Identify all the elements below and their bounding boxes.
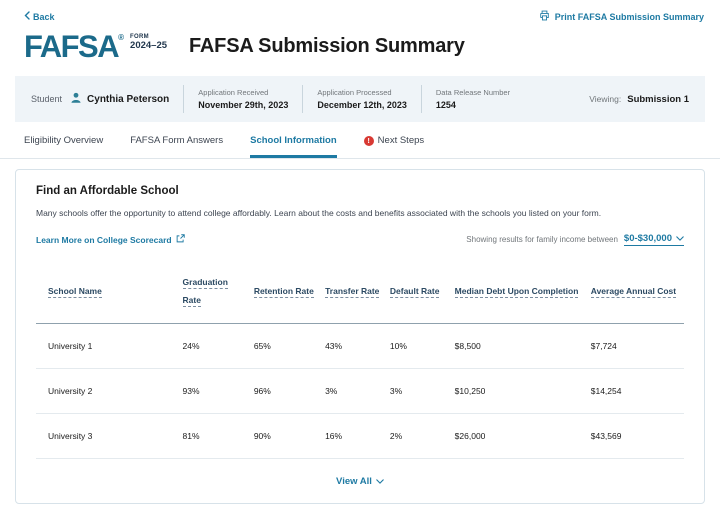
form-label: FORM	[130, 34, 149, 40]
cell-average-annual-cost: $43,569	[586, 413, 684, 459]
tab-label: FAFSA Form Answers	[130, 135, 224, 146]
view-all-row: View All	[36, 459, 684, 495]
back-label: Back	[33, 11, 55, 22]
cell-default-rate: 10%	[385, 323, 451, 369]
tab-label: Eligibility Overview	[24, 135, 104, 146]
print-link[interactable]: Print FAFSA Submission Summary	[539, 10, 704, 23]
chevron-left-icon	[24, 11, 30, 22]
viewing-label: Viewing:	[589, 94, 622, 104]
role-label: Student	[31, 94, 63, 104]
student-person-icon	[70, 90, 82, 108]
cell-median-debt: $8,500	[450, 323, 587, 369]
cell-median-debt: $10,250	[450, 368, 587, 414]
field-value: November 29th, 2023	[198, 100, 289, 110]
col-header-average-annual-cost[interactable]: Average Annual Cost	[590, 286, 677, 298]
cell-school-name: University 1	[36, 323, 179, 369]
col-header-school-name[interactable]: School Name	[48, 286, 102, 298]
table-row: University 2 93% 96% 3% 3% $10,250 $14,2…	[36, 368, 684, 414]
school-information-card: Find an Affordable School Many schools o…	[15, 169, 705, 504]
field-label: Application Processed	[317, 88, 392, 97]
col-header-graduation-rate[interactable]: Graduation Rate	[182, 277, 228, 307]
back-link[interactable]: Back	[24, 11, 55, 22]
cell-transfer-rate: 43%	[321, 323, 386, 369]
cell-average-annual-cost: $7,724	[586, 323, 684, 369]
scorecard-link-label: Learn More on College Scorecard	[36, 234, 172, 245]
fafsa-logo-text: FAFSA	[24, 28, 120, 65]
tab-next-steps[interactable]: ! Next Steps	[363, 135, 425, 158]
top-bar: Back Print FAFSA Submission Summary	[0, 0, 720, 23]
fafsa-logo: FAFSA ® FORM 2024–25	[24, 28, 167, 65]
chevron-down-icon	[376, 476, 384, 487]
field-value: 1254	[435, 100, 456, 110]
cell-retention-rate: 96%	[249, 368, 322, 414]
cell-retention-rate: 65%	[249, 323, 322, 369]
income-range-dropdown[interactable]: $0-$30,000	[623, 233, 684, 246]
application-processed-field: Application Processed December 12th, 202…	[317, 88, 407, 110]
view-all-label: View All	[336, 476, 372, 487]
table-row: University 3 81% 90% 16% 2% $26,000 $43,…	[36, 413, 684, 459]
tab-label: School Information	[250, 135, 337, 146]
viewing-group: Viewing: Submission 1	[589, 94, 689, 105]
form-year: 2024–25	[130, 39, 168, 51]
col-header-median-debt[interactable]: Median Debt Upon Completion	[454, 286, 579, 298]
cell-graduation-rate: 81%	[178, 413, 250, 459]
tab-eligibility-overview[interactable]: Eligibility Overview	[24, 135, 103, 158]
viewing-value: Submission 1	[627, 93, 689, 105]
table-header-row: School Name Graduation Rate Retention Ra…	[36, 260, 684, 324]
tab-fafsa-form-answers[interactable]: FAFSA Form Answers	[130, 135, 223, 158]
cell-transfer-rate: 3%	[321, 368, 386, 414]
cell-school-name: University 2	[36, 368, 179, 414]
table-row: University 1 24% 65% 43% 10% $8,500 $7,7…	[36, 323, 684, 369]
col-header-default-rate[interactable]: Default Rate	[389, 286, 440, 298]
college-scorecard-link[interactable]: Learn More on College Scorecard	[36, 234, 185, 245]
cell-default-rate: 2%	[385, 413, 451, 459]
alert-icon: !	[363, 135, 374, 146]
income-filter-group: Showing results for family income betwee…	[466, 233, 684, 246]
application-received-field: Application Received November 29th, 2023	[198, 88, 288, 110]
links-row: Learn More on College Scorecard Showing …	[36, 233, 684, 246]
student-name: Cynthia Peterson	[87, 93, 170, 105]
cell-average-annual-cost: $14,254	[586, 368, 684, 414]
print-label: Print FAFSA Submission Summary	[554, 11, 704, 22]
page-title: FAFSA Submission Summary	[189, 35, 465, 57]
cell-school-name: University 3	[36, 413, 179, 459]
divider	[420, 85, 422, 113]
field-label: Data Release Number	[435, 88, 511, 97]
data-release-number-field: Data Release Number 1254	[436, 88, 510, 110]
page-header: FAFSA ® FORM 2024–25 FAFSA Submission Su…	[0, 23, 720, 76]
col-header-retention-rate[interactable]: Retention Rate	[253, 286, 314, 298]
tab-school-information[interactable]: School Information	[250, 135, 337, 158]
section-description: Many schools offer the opportunity to at…	[36, 208, 602, 218]
field-label: Application Received	[198, 88, 269, 97]
tab-label: Next Steps	[377, 135, 425, 146]
student-info-bar: Student Cynthia Peterson Application Rec…	[15, 76, 705, 122]
section-title: Find an Affordable School	[36, 185, 179, 197]
view-all-link[interactable]: View All	[336, 476, 384, 487]
cell-transfer-rate: 16%	[321, 413, 386, 459]
form-year-block: FORM 2024–25	[130, 34, 167, 52]
registered-mark: ®	[118, 33, 125, 42]
cell-median-debt: $26,000	[450, 413, 587, 459]
col-header-transfer-rate[interactable]: Transfer Rate	[325, 286, 380, 298]
chevron-down-icon	[676, 233, 684, 244]
cell-graduation-rate: 24%	[178, 323, 250, 369]
divider	[183, 85, 185, 113]
divider	[302, 85, 304, 113]
external-link-icon	[176, 234, 185, 245]
cell-graduation-rate: 93%	[178, 368, 250, 414]
cell-retention-rate: 90%	[249, 413, 322, 459]
cell-default-rate: 3%	[385, 368, 451, 414]
tab-bar: Eligibility Overview FAFSA Form Answers …	[0, 122, 720, 159]
printer-icon	[539, 10, 550, 23]
income-range-value: $0-$30,000	[623, 233, 672, 244]
school-comparison-table: School Name Graduation Rate Retention Ra…	[36, 260, 684, 459]
filter-prefix: Showing results for family income betwee…	[466, 235, 618, 244]
field-value: December 12th, 2023	[317, 100, 407, 110]
